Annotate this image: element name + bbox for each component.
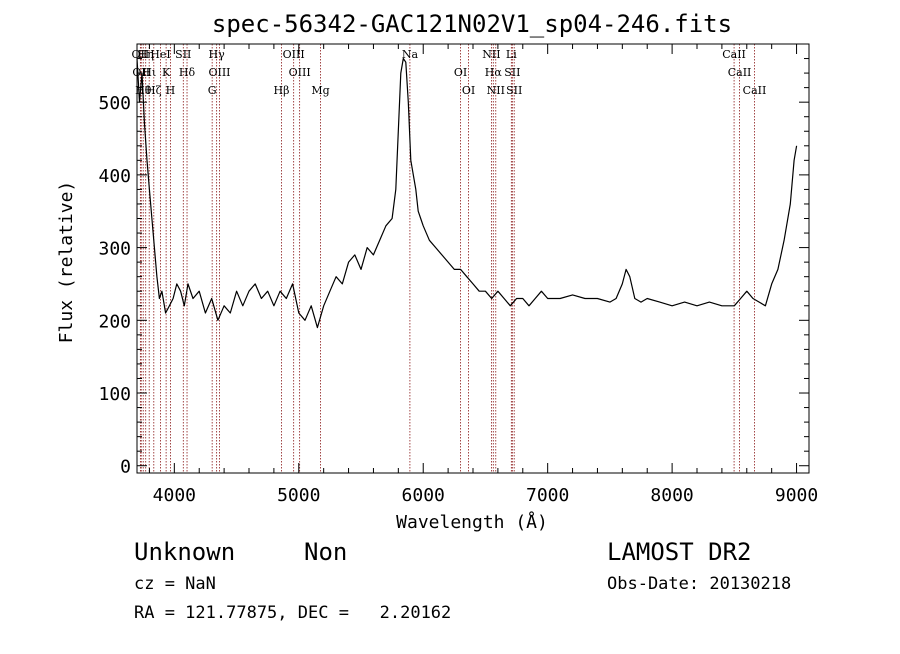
- line-label-28: CaII: [728, 66, 752, 79]
- line-label-12: Hγ: [209, 48, 226, 61]
- x-tick-label-0: 4000: [153, 485, 196, 506]
- spectrum-series: [136, 57, 798, 329]
- line-label-7: K: [162, 66, 171, 79]
- y-tick-label-0: 0: [120, 457, 131, 478]
- y-axis-ticks: 0 100 200 300 400 500: [98, 58, 809, 478]
- line-label-27: CaII: [722, 48, 746, 61]
- line-label-0: OII: [132, 48, 150, 61]
- coordinates: RA = 121.77875, DEC = 2.20162: [134, 603, 452, 623]
- y-tick-label-4: 400: [98, 166, 131, 187]
- x-tick-label-3: 7000: [526, 485, 569, 506]
- line-label-11: G: [208, 84, 217, 97]
- spectrum-line: [136, 57, 798, 329]
- line-label-24: Li: [506, 48, 517, 61]
- line-label-25: SII: [504, 66, 520, 79]
- line-label-17: Mg: [311, 84, 329, 97]
- spectral-line-labels: OIIOIIHθHηHιHζHeIKHSIIHδGHγOIIIHβOIIIOII…: [132, 48, 767, 97]
- line-label-9: SII: [175, 48, 191, 61]
- survey-name: LAMOST DR2: [607, 538, 752, 566]
- spectral-line-markers: [139, 44, 755, 473]
- line-label-4: Hι: [142, 66, 156, 79]
- line-label-23: NII: [487, 84, 505, 97]
- y-tick-label-1: 100: [98, 384, 131, 405]
- line-label-22: Hα: [485, 66, 503, 79]
- line-label-26: SII: [506, 84, 522, 97]
- line-label-3: Hη: [138, 48, 154, 61]
- x-tick-label-4: 8000: [650, 485, 693, 506]
- plot-frame: [136, 43, 810, 474]
- line-label-8: H: [166, 84, 176, 97]
- line-label-21: NII: [482, 48, 500, 61]
- line-label-29: CaII: [743, 84, 767, 97]
- y-tick-label-5: 500: [98, 93, 131, 114]
- line-label-15: OIII: [283, 48, 305, 61]
- line-label-6: HeI: [150, 48, 170, 61]
- line-label-14: Hβ: [274, 84, 290, 97]
- x-axis-ticks: 4000 5000 6000 7000 8000 9000: [148, 44, 818, 506]
- chart-title: spec-56342-GAC121N02V1_sp04-246.fits: [212, 10, 732, 38]
- x-tick-label-5: 9000: [775, 485, 818, 506]
- spectral-class: Unknown: [134, 538, 236, 566]
- line-label-5: Hζ: [146, 84, 162, 97]
- line-label-10: Hδ: [179, 66, 196, 79]
- line-label-19: OI: [454, 66, 467, 79]
- spectral-subclass: Non: [304, 538, 348, 566]
- observation-date: Obs-Date: 20130218: [607, 574, 792, 594]
- x-tick-label-1: 5000: [277, 485, 320, 506]
- line-label-16: OIII: [289, 66, 311, 79]
- x-tick-label-2: 6000: [402, 485, 445, 506]
- redshift-cz: cz = NaN: [134, 574, 216, 594]
- y-axis-label: Flux (relative): [56, 181, 77, 344]
- x-axis-label: Wavelength (Å): [396, 511, 548, 533]
- y-tick-label-2: 200: [98, 311, 131, 332]
- line-label-13: OIII: [208, 66, 230, 79]
- y-tick-label-3: 300: [98, 239, 131, 260]
- line-label-20: OI: [462, 84, 475, 97]
- line-label-18: Na: [402, 48, 419, 61]
